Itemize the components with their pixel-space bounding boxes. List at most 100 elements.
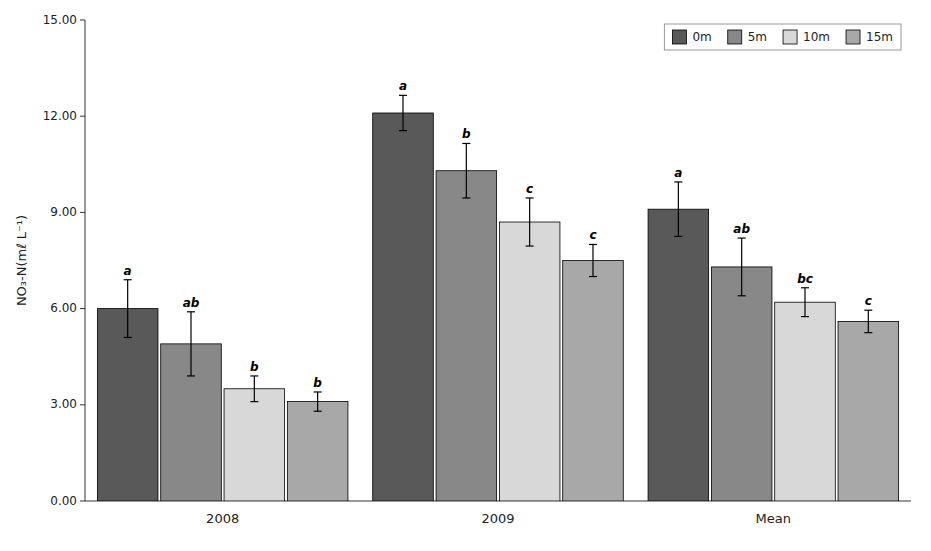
significance-label: b bbox=[462, 127, 471, 141]
y-tick bbox=[80, 116, 85, 117]
chart: 0.00 3.00 6.00 9.00 12.00 15.00 NO₃-N(mℓ L⁻¹) 2… bbox=[0, 0, 931, 551]
error-bar bbox=[462, 143, 470, 198]
legend: 0m 5m 10m 15m bbox=[664, 24, 901, 50]
error-line bbox=[402, 95, 403, 130]
error-bar bbox=[399, 95, 407, 130]
error-cap bbox=[399, 130, 407, 131]
error-cap bbox=[187, 375, 195, 376]
error-bar bbox=[801, 288, 809, 317]
error-cap bbox=[314, 411, 322, 412]
bar bbox=[838, 321, 899, 501]
y-axis-label: NO₃-N(mℓ L⁻¹) bbox=[14, 215, 29, 306]
error-bar bbox=[526, 198, 534, 246]
x-axis: 2008 2009 Mean bbox=[85, 501, 911, 526]
error-cap bbox=[250, 375, 258, 376]
bar bbox=[287, 402, 348, 501]
error-bar bbox=[864, 310, 872, 332]
error-bar bbox=[674, 182, 682, 237]
significance-label: c bbox=[526, 182, 533, 196]
bar bbox=[436, 171, 497, 501]
legend-label: 5m bbox=[748, 30, 767, 44]
bar bbox=[648, 209, 709, 501]
significance-label: b bbox=[313, 376, 322, 390]
legend-box bbox=[664, 24, 901, 50]
bar bbox=[563, 261, 624, 502]
error-cap bbox=[399, 95, 407, 96]
error-line bbox=[127, 280, 128, 338]
error-cap bbox=[124, 279, 132, 280]
y-tick bbox=[80, 212, 85, 213]
y-axis-line bbox=[85, 20, 86, 501]
annotations: aaaabbabbcbcbcc bbox=[124, 79, 872, 390]
error-cap bbox=[589, 276, 597, 277]
error-cap bbox=[187, 311, 195, 312]
y-axis: 0.00 3.00 6.00 9.00 12.00 15.00 bbox=[43, 13, 85, 508]
error-bar bbox=[250, 376, 258, 402]
error-line bbox=[190, 312, 191, 376]
x-tick-label: 2008 bbox=[206, 511, 239, 526]
legend-swatch bbox=[846, 30, 860, 44]
plot-area bbox=[97, 95, 898, 501]
y-tick bbox=[80, 404, 85, 405]
significance-label: b bbox=[250, 360, 259, 374]
significance-label: bc bbox=[797, 272, 813, 286]
error-cap bbox=[674, 181, 682, 182]
y-tick-label: 6.00 bbox=[50, 301, 77, 315]
error-line bbox=[529, 198, 530, 246]
bar bbox=[775, 302, 836, 501]
y-tick-label: 12.00 bbox=[43, 109, 77, 123]
bar bbox=[224, 389, 285, 501]
significance-label: ab bbox=[733, 222, 750, 236]
error-line bbox=[317, 392, 318, 411]
error-cap bbox=[124, 337, 132, 338]
error-bar bbox=[187, 312, 195, 376]
significance-label: a bbox=[674, 166, 682, 180]
error-cap bbox=[738, 295, 746, 296]
legend-swatch bbox=[728, 30, 742, 44]
error-line bbox=[741, 238, 742, 296]
error-cap bbox=[738, 237, 746, 238]
error-line bbox=[254, 376, 255, 402]
y-tick-label: 0.00 bbox=[50, 494, 77, 508]
error-cap bbox=[526, 197, 534, 198]
error-line bbox=[466, 143, 467, 198]
significance-label: ab bbox=[183, 296, 200, 310]
legend-swatch bbox=[672, 30, 686, 44]
y-tick bbox=[80, 308, 85, 309]
error-cap bbox=[314, 391, 322, 392]
y-tick-label: 3.00 bbox=[50, 397, 77, 411]
bar bbox=[373, 113, 434, 501]
error-cap bbox=[674, 236, 682, 237]
y-tick-label: 9.00 bbox=[50, 205, 77, 219]
error-cap bbox=[250, 401, 258, 402]
error-bar bbox=[738, 238, 746, 296]
x-tick-label: Mean bbox=[756, 511, 791, 526]
error-line bbox=[804, 288, 805, 317]
bar bbox=[97, 309, 158, 501]
error-cap bbox=[801, 316, 809, 317]
significance-label: c bbox=[589, 228, 596, 242]
error-bar bbox=[314, 392, 322, 411]
y-tick-label: 15.00 bbox=[43, 13, 77, 27]
error-cap bbox=[864, 332, 872, 333]
error-bar bbox=[589, 244, 597, 276]
error-cap bbox=[801, 287, 809, 288]
x-tick-label: 2009 bbox=[481, 511, 514, 526]
significance-label: a bbox=[124, 264, 132, 278]
error-line bbox=[868, 310, 869, 332]
error-cap bbox=[864, 310, 872, 311]
significance-label: c bbox=[865, 294, 872, 308]
y-tick bbox=[80, 20, 85, 21]
error-bar bbox=[124, 280, 132, 338]
legend-label: 10m bbox=[803, 30, 830, 44]
legend-label: 0m bbox=[692, 30, 711, 44]
legend-label: 15m bbox=[866, 30, 893, 44]
bar bbox=[499, 222, 560, 501]
significance-label: a bbox=[399, 79, 407, 93]
error-cap bbox=[462, 143, 470, 144]
y-tick bbox=[80, 501, 85, 502]
error-cap bbox=[462, 197, 470, 198]
error-line bbox=[678, 182, 679, 237]
legend-swatch bbox=[783, 30, 797, 44]
bar bbox=[711, 267, 772, 501]
